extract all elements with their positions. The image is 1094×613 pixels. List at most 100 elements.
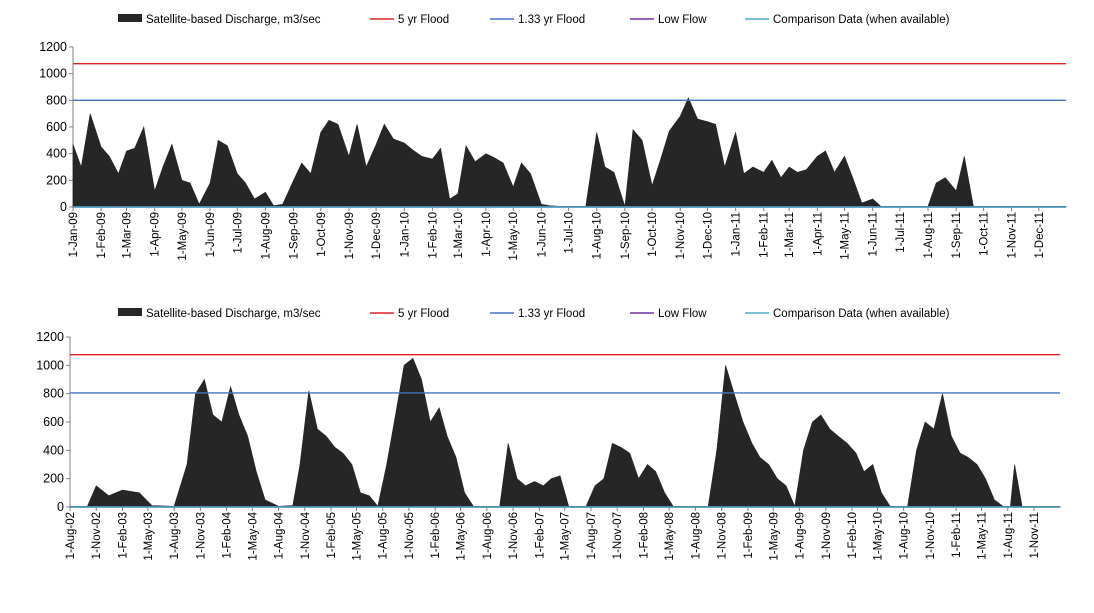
x-tick-label: 1-Aug-03 bbox=[169, 512, 181, 559]
x-tick-label: 1-Feb-07 bbox=[534, 512, 546, 559]
x-tick-label: 1-Aug-05 bbox=[378, 512, 390, 559]
legend-133yr-flood: 1.33 yr Flood bbox=[490, 308, 585, 320]
x-tick-label: 1-Dec-09 bbox=[371, 212, 383, 259]
x-tick-label: 1-Aug-11 bbox=[1003, 512, 1015, 558]
x-tick-label: 1-Nov-08 bbox=[717, 512, 729, 559]
x-tick-label: 1-Sep-11 bbox=[951, 212, 963, 258]
x-tick-label: 1-May-10 bbox=[872, 512, 884, 561]
x-tick-label: 1-Dec-10 bbox=[702, 212, 714, 259]
x-tick-label: 1-Jun-09 bbox=[205, 212, 217, 257]
x-tick-label: 1-May-05 bbox=[351, 512, 363, 561]
y-tick-label: 600 bbox=[43, 415, 64, 429]
x-tick-label: 1-Aug-09 bbox=[260, 212, 272, 259]
discharge-area bbox=[72, 96, 1067, 208]
x-tick-label: 1-Feb-05 bbox=[326, 512, 338, 559]
y-tick-label: 0 bbox=[57, 500, 64, 514]
x-tick-label: 1-Feb-11 bbox=[951, 512, 963, 558]
x-tick-label: 1-May-04 bbox=[247, 511, 259, 560]
x-tick-label: 1-Jul-10 bbox=[564, 212, 576, 254]
chart-top-svg: Satellite-based Discharge, m3/sec 5 yr Fl… bbox=[39, 14, 1067, 261]
y-tick-label: 1000 bbox=[39, 67, 67, 81]
x-tick-label: 1-Jul-09 bbox=[232, 212, 244, 254]
x-tick-label: 1-May-11 bbox=[977, 512, 989, 560]
legend-5yr-flood-label: 5 yr Flood bbox=[398, 14, 449, 26]
x-tick-label: 1-May-08 bbox=[664, 512, 676, 561]
legend-low-flow: Low Flow bbox=[630, 308, 707, 320]
x-tick-label: 1-Aug-10 bbox=[899, 512, 911, 559]
y-tick-label: 200 bbox=[46, 173, 67, 187]
x-tick-label: 1-Nov-02 bbox=[91, 512, 103, 559]
legend-discharge: Satellite-based Discharge, m3/sec bbox=[118, 14, 321, 26]
x-tick-label: 1-May-09 bbox=[768, 512, 780, 561]
x-tick-label: 1-Apr-11 bbox=[812, 212, 824, 256]
legend-low-flow: Low Flow bbox=[630, 14, 707, 26]
x-tick-label: 1-Feb-04 bbox=[222, 511, 234, 558]
legend-comparison: Comparison Data (when available) bbox=[745, 308, 950, 320]
x-tick-label: 1-Mar-10 bbox=[453, 212, 465, 259]
y-tick-label: 200 bbox=[43, 472, 64, 486]
x-tick-label: 1-Nov-10 bbox=[925, 512, 937, 559]
x-tick-label: 1-May-10 bbox=[508, 212, 520, 261]
x-tick-label: 1-Aug-02 bbox=[65, 512, 77, 559]
y-tick-label: 800 bbox=[46, 93, 67, 107]
x-tick-label: 1-Feb-10 bbox=[427, 212, 439, 259]
x-tick-label: 1-Nov-09 bbox=[344, 212, 356, 259]
x-tick-label: 1-May-11 bbox=[840, 212, 852, 260]
x-tick-label: 1-Oct-10 bbox=[647, 212, 659, 257]
x-tick-label: 1-Nov-06 bbox=[508, 512, 520, 559]
y-tick-label: 600 bbox=[46, 120, 67, 134]
legend-discharge-label: Satellite-based Discharge, m3/sec bbox=[146, 308, 321, 320]
x-tick-label: 1-Jan-10 bbox=[399, 212, 411, 257]
x-tick-label: 1-Dec-11 bbox=[1034, 212, 1046, 258]
legend-133yr-flood-label: 1.33 yr Flood bbox=[518, 308, 585, 320]
x-tick-label: 1-Aug-09 bbox=[795, 512, 807, 559]
x-tick-label: 1-Nov-04 bbox=[300, 511, 312, 559]
legend-low-flow-label: Low Flow bbox=[658, 308, 707, 320]
x-tick-label: 1-May-06 bbox=[456, 512, 468, 561]
x-tick-label: 1-Jun-10 bbox=[536, 212, 548, 257]
x-tick-label: 1-Feb-03 bbox=[117, 512, 129, 559]
x-tick-label: 1-Feb-10 bbox=[847, 512, 859, 559]
x-tick-label: 1-Aug-08 bbox=[690, 512, 702, 559]
legend-discharge-swatch bbox=[118, 14, 142, 22]
x-tick-label: 1-May-03 bbox=[143, 512, 155, 561]
legend-comparison: Comparison Data (when available) bbox=[745, 14, 950, 26]
x-tick-label: 1-Apr-10 bbox=[481, 212, 493, 257]
x-tick-label: 1-Jan-09 bbox=[68, 212, 80, 257]
x-tick-label: 1-Aug-04 bbox=[274, 511, 286, 559]
chart-top: Satellite-based Discharge, m3/sec 5 yr Fl… bbox=[0, 0, 1094, 300]
x-tick-label: 1-Sep-09 bbox=[289, 212, 301, 259]
y-tick-label: 0 bbox=[60, 200, 67, 214]
x-tick-label: 1-Nov-05 bbox=[404, 512, 416, 559]
legend-5yr-flood: 5 yr Flood bbox=[370, 14, 449, 26]
x-tick-label: 1-Nov-07 bbox=[612, 512, 624, 559]
x-tick-label: 1-Nov-03 bbox=[195, 512, 207, 559]
legend-discharge: Satellite-based Discharge, m3/sec bbox=[118, 308, 321, 320]
x-tick-label: 1-Oct-09 bbox=[316, 212, 328, 257]
x-tick-label: 1-Aug-11 bbox=[923, 212, 935, 258]
discharge-area bbox=[69, 357, 1061, 508]
x-tick-label: 1-Nov-11 bbox=[1007, 212, 1019, 258]
y-tick-label: 400 bbox=[43, 443, 64, 457]
x-tick-label: 1-Feb-09 bbox=[96, 212, 108, 259]
legend-133yr-flood-label: 1.33 yr Flood bbox=[518, 14, 585, 26]
chart-bottom: Satellite-based Discharge, m3/sec 5 yr Fl… bbox=[0, 300, 1094, 608]
x-tick-label: 1-Aug-07 bbox=[586, 512, 598, 559]
x-tick-label: 1-Nov-10 bbox=[675, 212, 687, 259]
x-tick-label: 1-Feb-09 bbox=[743, 512, 755, 559]
y-tick-label: 1200 bbox=[39, 40, 67, 54]
x-tick-label: 1-May-09 bbox=[177, 212, 189, 261]
x-tick-label: 1-Jul-11 bbox=[895, 212, 907, 253]
x-tick-label: 1-Feb-11 bbox=[759, 212, 771, 258]
x-tick-label: 1-Nov-09 bbox=[821, 512, 833, 559]
x-tick-label: 1-Mar-09 bbox=[122, 212, 134, 259]
x-tick-label: 1-May-07 bbox=[560, 512, 572, 561]
x-tick-label: 1-Feb-08 bbox=[638, 512, 650, 559]
legend-5yr-flood: 5 yr Flood bbox=[370, 308, 449, 320]
y-tick-label: 1200 bbox=[36, 330, 64, 344]
x-tick-label: 1-Feb-06 bbox=[430, 512, 442, 559]
x-tick-label: 1-Jan-11 bbox=[731, 212, 743, 257]
x-tick-label: 1-Aug-10 bbox=[592, 212, 604, 259]
x-tick-label: 1-Mar-11 bbox=[784, 212, 796, 258]
y-tick-label: 400 bbox=[46, 147, 67, 161]
